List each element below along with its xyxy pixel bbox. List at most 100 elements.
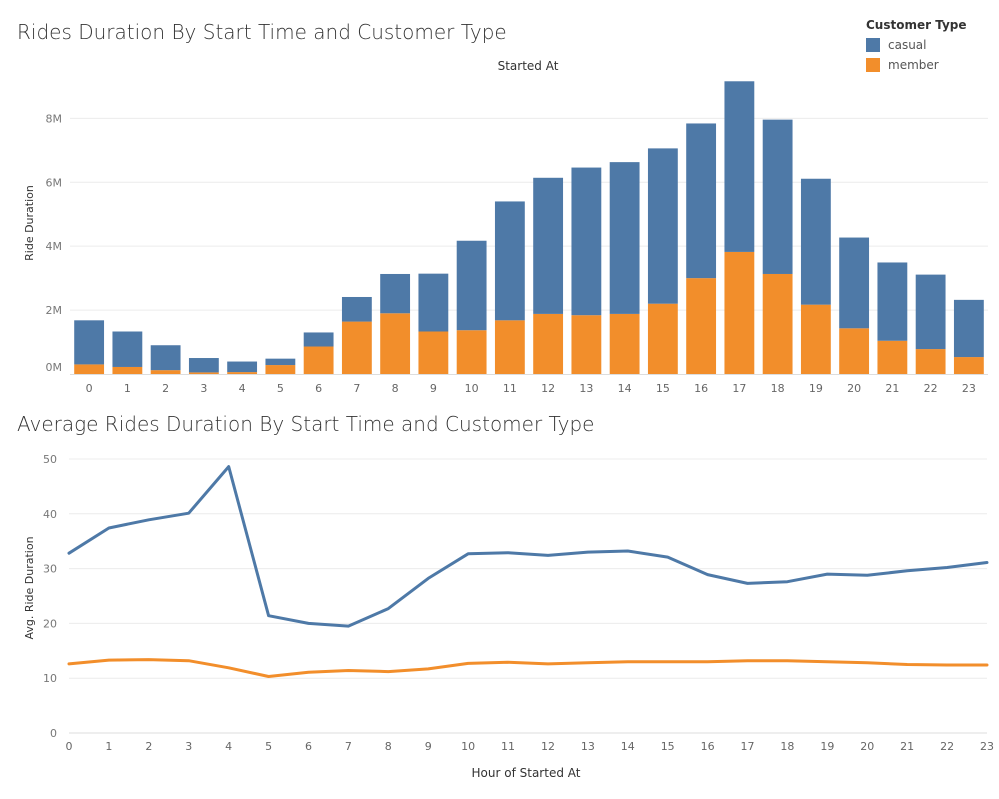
line-x-tick-label: 23	[980, 740, 994, 753]
bar-member-13[interactable]	[571, 315, 602, 374]
bar-x-tick-label: 17	[732, 382, 746, 395]
bar-y-tick-label: 4M	[46, 240, 63, 253]
bar-casual-21[interactable]	[877, 262, 908, 341]
bar-member-9[interactable]	[418, 331, 449, 374]
line-x-tick-label: 4	[225, 740, 232, 753]
bar-member-6[interactable]	[303, 346, 334, 374]
legend[interactable]: Customer Type casual member	[866, 18, 967, 75]
bar-x-tick-label: 22	[924, 382, 938, 395]
chart-title-top: Rides Duration By Start Time and Custome…	[17, 20, 507, 44]
bar-x-tick-label: 8	[392, 382, 399, 395]
bar-member-11[interactable]	[494, 320, 525, 374]
legend-label-member: member	[888, 58, 939, 72]
bar-casual-2[interactable]	[150, 345, 181, 371]
bar-member-20[interactable]	[839, 328, 870, 374]
bar-member-4[interactable]	[227, 372, 258, 374]
line-x-tick-label: 5	[265, 740, 272, 753]
line-x-tick-label: 18	[780, 740, 794, 753]
bar-x-tick-label: 18	[771, 382, 785, 395]
bar-member-15[interactable]	[647, 303, 678, 374]
line-x-tick-label: 2	[145, 740, 152, 753]
bar-member-16[interactable]	[686, 278, 717, 374]
line-series-casual[interactable]	[67, 465, 989, 628]
bar-casual-14[interactable]	[609, 162, 640, 314]
bar-casual-1[interactable]	[112, 331, 143, 367]
bar-y-tick-label: 6M	[46, 176, 63, 189]
bar-casual-5[interactable]	[265, 358, 296, 366]
bar-casual-9[interactable]	[418, 273, 449, 332]
bar-x-tick-label: 1	[124, 382, 131, 395]
bar-x-tick-label: 16	[694, 382, 708, 395]
line-x-tick-label: 9	[425, 740, 432, 753]
bar-member-18[interactable]	[762, 273, 793, 374]
bar-member-0[interactable]	[74, 364, 105, 374]
bar-casual-12[interactable]	[533, 177, 564, 314]
bar-member-2[interactable]	[150, 370, 181, 374]
bar-x-tick-label: 20	[847, 382, 861, 395]
bar-member-1[interactable]	[112, 366, 143, 374]
bar-casual-4[interactable]	[227, 361, 258, 373]
bar-casual-17[interactable]	[724, 81, 755, 252]
bar-casual-3[interactable]	[188, 358, 219, 373]
legend-swatch-member	[866, 58, 880, 72]
bar-x-tick-label: 15	[656, 382, 670, 395]
legend-item-casual[interactable]: casual	[866, 35, 967, 55]
line-x-tick-label: 1	[105, 740, 112, 753]
bar-casual-18[interactable]	[762, 119, 793, 274]
bar-casual-23[interactable]	[953, 299, 984, 358]
bar-member-23[interactable]	[953, 357, 984, 374]
legend-label-casual: casual	[888, 38, 927, 52]
line-x-tick-label: 21	[900, 740, 914, 753]
line-x-tick-label: 19	[820, 740, 834, 753]
bar-casual-7[interactable]	[341, 296, 372, 322]
bar-member-3[interactable]	[188, 372, 219, 374]
bar-chart-header: Started At	[498, 59, 559, 73]
legend-title: Customer Type	[866, 18, 967, 32]
line-x-tick-label: 14	[621, 740, 635, 753]
legend-swatch-casual	[866, 38, 880, 52]
line-y-tick-label: 30	[43, 563, 57, 576]
bar-casual-19[interactable]	[800, 178, 831, 305]
bar-casual-16[interactable]	[686, 123, 717, 279]
bar-x-tick-label: 0	[86, 382, 93, 395]
bar-x-tick-label: 9	[430, 382, 437, 395]
line-x-tick-label: 6	[305, 740, 312, 753]
bar-x-tick-label: 7	[353, 382, 360, 395]
bar-y-tick-label: 8M	[46, 112, 63, 125]
line-y-tick-label: 40	[43, 508, 57, 521]
bar-member-8[interactable]	[380, 313, 411, 374]
legend-item-member[interactable]: member	[866, 55, 967, 75]
line-x-tick-label: 17	[741, 740, 755, 753]
bar-member-14[interactable]	[609, 313, 640, 374]
line-x-tick-label: 20	[860, 740, 874, 753]
line-series-member[interactable]	[67, 658, 989, 678]
bar-member-5[interactable]	[265, 365, 296, 374]
bar-member-22[interactable]	[915, 349, 946, 374]
bar-x-tick-label: 11	[503, 382, 517, 395]
line-x-tick-label: 12	[541, 740, 555, 753]
line-x-tick-label: 3	[185, 740, 192, 753]
bar-casual-22[interactable]	[915, 274, 946, 350]
bar-casual-15[interactable]	[647, 148, 678, 304]
bar-member-19[interactable]	[800, 304, 831, 374]
line-y-tick-label: 10	[43, 672, 57, 685]
bar-casual-20[interactable]	[839, 237, 870, 329]
bar-x-tick-label: 13	[579, 382, 593, 395]
line-x-tick-label: 7	[345, 740, 352, 753]
line-x-axis-label: Hour of Started At	[472, 766, 581, 780]
bar-member-7[interactable]	[341, 321, 372, 374]
bar-member-21[interactable]	[877, 340, 908, 374]
bar-member-10[interactable]	[456, 330, 487, 374]
bar-y-tick-label: 0M	[46, 361, 63, 374]
bar-y-axis-label: Ride Duration	[23, 185, 36, 261]
bar-member-12[interactable]	[533, 313, 564, 374]
bar-casual-13[interactable]	[571, 167, 602, 316]
bar-casual-6[interactable]	[303, 332, 334, 347]
bar-casual-0[interactable]	[74, 320, 105, 365]
bar-casual-8[interactable]	[380, 273, 411, 314]
line-x-tick-label: 0	[66, 740, 73, 753]
bar-casual-11[interactable]	[494, 201, 525, 321]
bar-casual-10[interactable]	[456, 240, 487, 331]
line-y-tick-label: 20	[43, 617, 57, 630]
bar-member-17[interactable]	[724, 251, 755, 374]
